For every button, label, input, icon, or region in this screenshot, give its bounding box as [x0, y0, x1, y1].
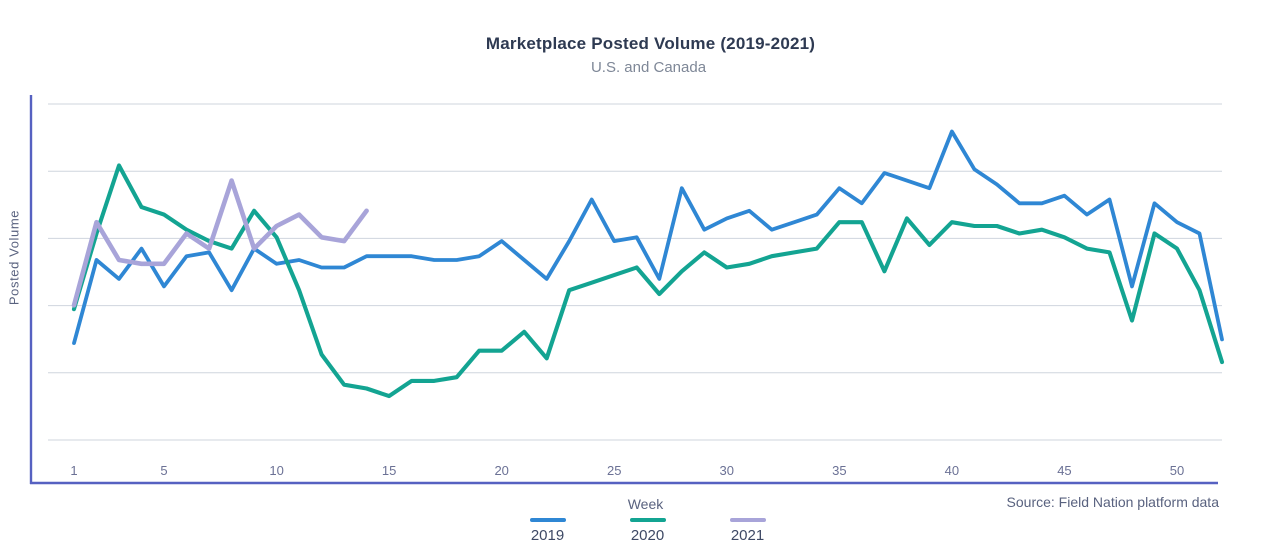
series-line-2021[interactable]: [71, 178, 369, 308]
x-tick-label: 30: [720, 463, 734, 478]
chart-subtitle: U.S. and Canada: [590, 59, 707, 76]
x-tick-label: 50: [1170, 463, 1184, 478]
legend-swatch: [729, 518, 766, 522]
x-tick-label: 15: [382, 463, 396, 478]
chart-title: Marketplace Posted Volume (2019-2021): [485, 34, 816, 53]
legend-label: 2019: [530, 527, 565, 544]
x-tick-label: 25: [607, 463, 621, 478]
x-axis-title: Week: [627, 496, 664, 512]
x-tick-label: 10: [269, 463, 283, 478]
legend-label: 2021: [730, 527, 765, 544]
x-tick-label: 5: [160, 463, 167, 478]
legend: 2019 2020 2021: [516, 514, 780, 544]
x-tick-label: 1: [70, 463, 77, 478]
legend-item-2020[interactable]: 2020: [616, 514, 680, 544]
x-tick-label: 35: [832, 463, 846, 478]
series-line-2020[interactable]: [71, 163, 1225, 399]
legend-swatch: [529, 518, 566, 522]
x-tick-label: 45: [1057, 463, 1071, 478]
legend-label: 2020: [630, 527, 665, 544]
x-tick-label: 40: [945, 463, 959, 478]
series-line-2019[interactable]: [72, 129, 1224, 346]
source-note: Source: Field Nation platform data: [1006, 494, 1219, 510]
legend-item-2021[interactable]: 2021: [716, 514, 780, 544]
legend-swatch: [629, 518, 666, 522]
legend-item-2019[interactable]: 2019: [516, 514, 580, 544]
x-tick-label: 20: [494, 463, 508, 478]
